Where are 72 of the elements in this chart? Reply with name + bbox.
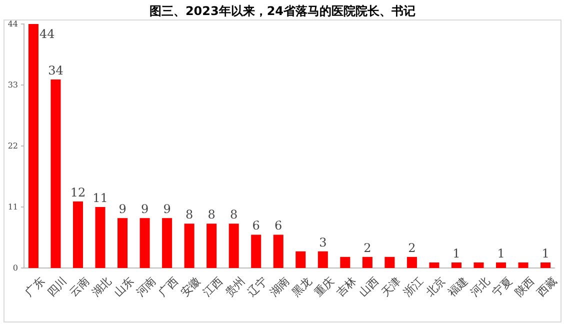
x-tick-label: 广西 xyxy=(156,274,181,300)
x-tick-label: 陕西 xyxy=(512,274,538,300)
x-tick-label: 浙江 xyxy=(400,274,426,300)
data-label: 2 xyxy=(364,240,372,255)
data-label: 6 xyxy=(274,218,282,233)
data-label: 1 xyxy=(497,246,505,260)
bar xyxy=(540,262,551,268)
chart-title: 图三、2023年以来，24省落马的医院院长、书记 xyxy=(149,4,416,18)
x-tick-label: 吉林 xyxy=(334,274,359,300)
bar xyxy=(451,262,462,268)
bar xyxy=(362,256,372,268)
x-tick-label: 重庆 xyxy=(312,274,337,300)
x-tick-label: 安徽 xyxy=(178,274,204,300)
data-label: 11 xyxy=(92,191,108,205)
bar xyxy=(273,234,284,268)
x-tick-label: 北京 xyxy=(423,274,448,300)
data-label: 9 xyxy=(163,202,171,216)
x-tick-label: 河南 xyxy=(134,274,159,300)
data-label: 6 xyxy=(252,218,260,233)
x-tick-label: 河北 xyxy=(468,274,493,300)
data-label: 1 xyxy=(542,246,550,260)
bar xyxy=(95,207,106,268)
data-label: 44 xyxy=(39,27,56,41)
bar xyxy=(228,224,239,268)
bar xyxy=(384,256,395,268)
y-tick-label: 11 xyxy=(8,202,18,212)
bar xyxy=(184,224,194,268)
x-tick-label: 辽宁 xyxy=(245,274,270,300)
data-label: 3 xyxy=(319,235,327,250)
data-label: 8 xyxy=(230,208,238,222)
bar xyxy=(72,201,83,268)
bar xyxy=(496,262,506,268)
bar xyxy=(251,234,262,268)
y-tick-label: 22 xyxy=(8,142,18,151)
x-tick-label: 湖南 xyxy=(267,274,292,300)
bar xyxy=(474,262,484,268)
data-label: 2 xyxy=(408,240,416,255)
data-label: 1 xyxy=(452,246,460,260)
x-tick-label: 云南 xyxy=(67,274,92,300)
bar xyxy=(162,218,172,268)
bar xyxy=(340,256,350,268)
data-label: 8 xyxy=(208,208,216,222)
y-tick-label: 0 xyxy=(12,264,18,273)
data-label: 8 xyxy=(185,208,194,222)
bar xyxy=(429,262,440,268)
x-tick-label: 四川 xyxy=(44,274,70,300)
bar xyxy=(50,79,61,268)
data-label: 9 xyxy=(140,202,149,216)
x-tick-label: 山东 xyxy=(112,274,136,300)
bar xyxy=(28,24,38,268)
bar xyxy=(518,262,528,268)
data-label: 34 xyxy=(48,63,64,78)
bar xyxy=(118,218,128,268)
y-tick-label: 33 xyxy=(8,80,18,90)
x-tick-label: 贵州 xyxy=(222,274,248,300)
bar xyxy=(296,251,306,268)
bar xyxy=(140,218,150,268)
data-label: 12 xyxy=(70,185,86,200)
x-tick-label: 福建 xyxy=(446,274,470,300)
x-tick-label: 广东 xyxy=(22,274,48,300)
bar xyxy=(318,251,328,268)
x-tick-label: 黑龙 xyxy=(290,274,314,300)
data-label: 9 xyxy=(118,202,126,216)
x-tick-label: 宁夏 xyxy=(490,274,515,300)
bar xyxy=(406,256,417,268)
y-tick-label: 44 xyxy=(8,20,18,29)
x-tick-label: 天津 xyxy=(378,274,404,300)
x-tick-label: 西藏 xyxy=(534,274,560,300)
x-tick-label: 湖北 xyxy=(89,274,114,300)
x-tick-label: 山西 xyxy=(356,274,382,300)
bar xyxy=(206,224,217,268)
x-tick-label: 江西 xyxy=(200,274,226,300)
